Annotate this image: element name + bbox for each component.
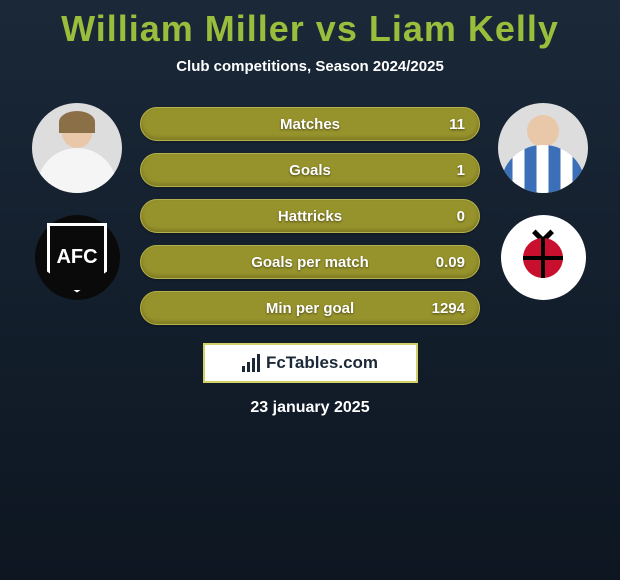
stat-value-right: 1294 (432, 300, 465, 317)
date-label: 23 january 2025 (0, 399, 620, 417)
ball-icon (523, 238, 563, 278)
stat-value-right: 0.09 (436, 254, 465, 271)
player-avatar-right (498, 103, 588, 193)
chart-icon (242, 354, 260, 372)
club-badge-left: AFC (35, 215, 120, 300)
stat-row: Matches 11 (140, 107, 480, 141)
stat-label: Hattricks (278, 208, 342, 225)
stat-row: Min per goal 1294 (140, 291, 480, 325)
stats-list: Matches 11 Goals 1 Hattricks 0 Goals per… (140, 107, 480, 325)
stat-row: Hattricks 0 (140, 199, 480, 233)
stat-row: Goals per match 0.09 (140, 245, 480, 279)
stat-label: Goals (289, 162, 331, 179)
stat-label: Goals per match (251, 254, 369, 271)
comparison-card: William Miller vs Liam Kelly Club compet… (0, 0, 620, 417)
right-side (498, 103, 588, 300)
stat-label: Min per goal (266, 300, 354, 317)
shield-icon: AFC (47, 223, 107, 293)
content-row: AFC Matches 11 Goals 1 Hattricks 0 Goals… (0, 103, 620, 325)
subtitle: Club competitions, Season 2024/2025 (0, 58, 620, 75)
stat-value-right: 1 (457, 162, 465, 179)
brand-name: FcTables.com (266, 353, 378, 373)
stat-value-right: 11 (449, 116, 465, 133)
brand-logo-box: FcTables.com (203, 343, 418, 383)
stat-label: Matches (280, 116, 340, 133)
left-side: AFC (32, 103, 122, 300)
club-badge-right (501, 215, 586, 300)
player-avatar-left (32, 103, 122, 193)
stat-value-right: 0 (457, 208, 465, 225)
page-title: William Miller vs Liam Kelly (0, 8, 620, 50)
stat-row: Goals 1 (140, 153, 480, 187)
